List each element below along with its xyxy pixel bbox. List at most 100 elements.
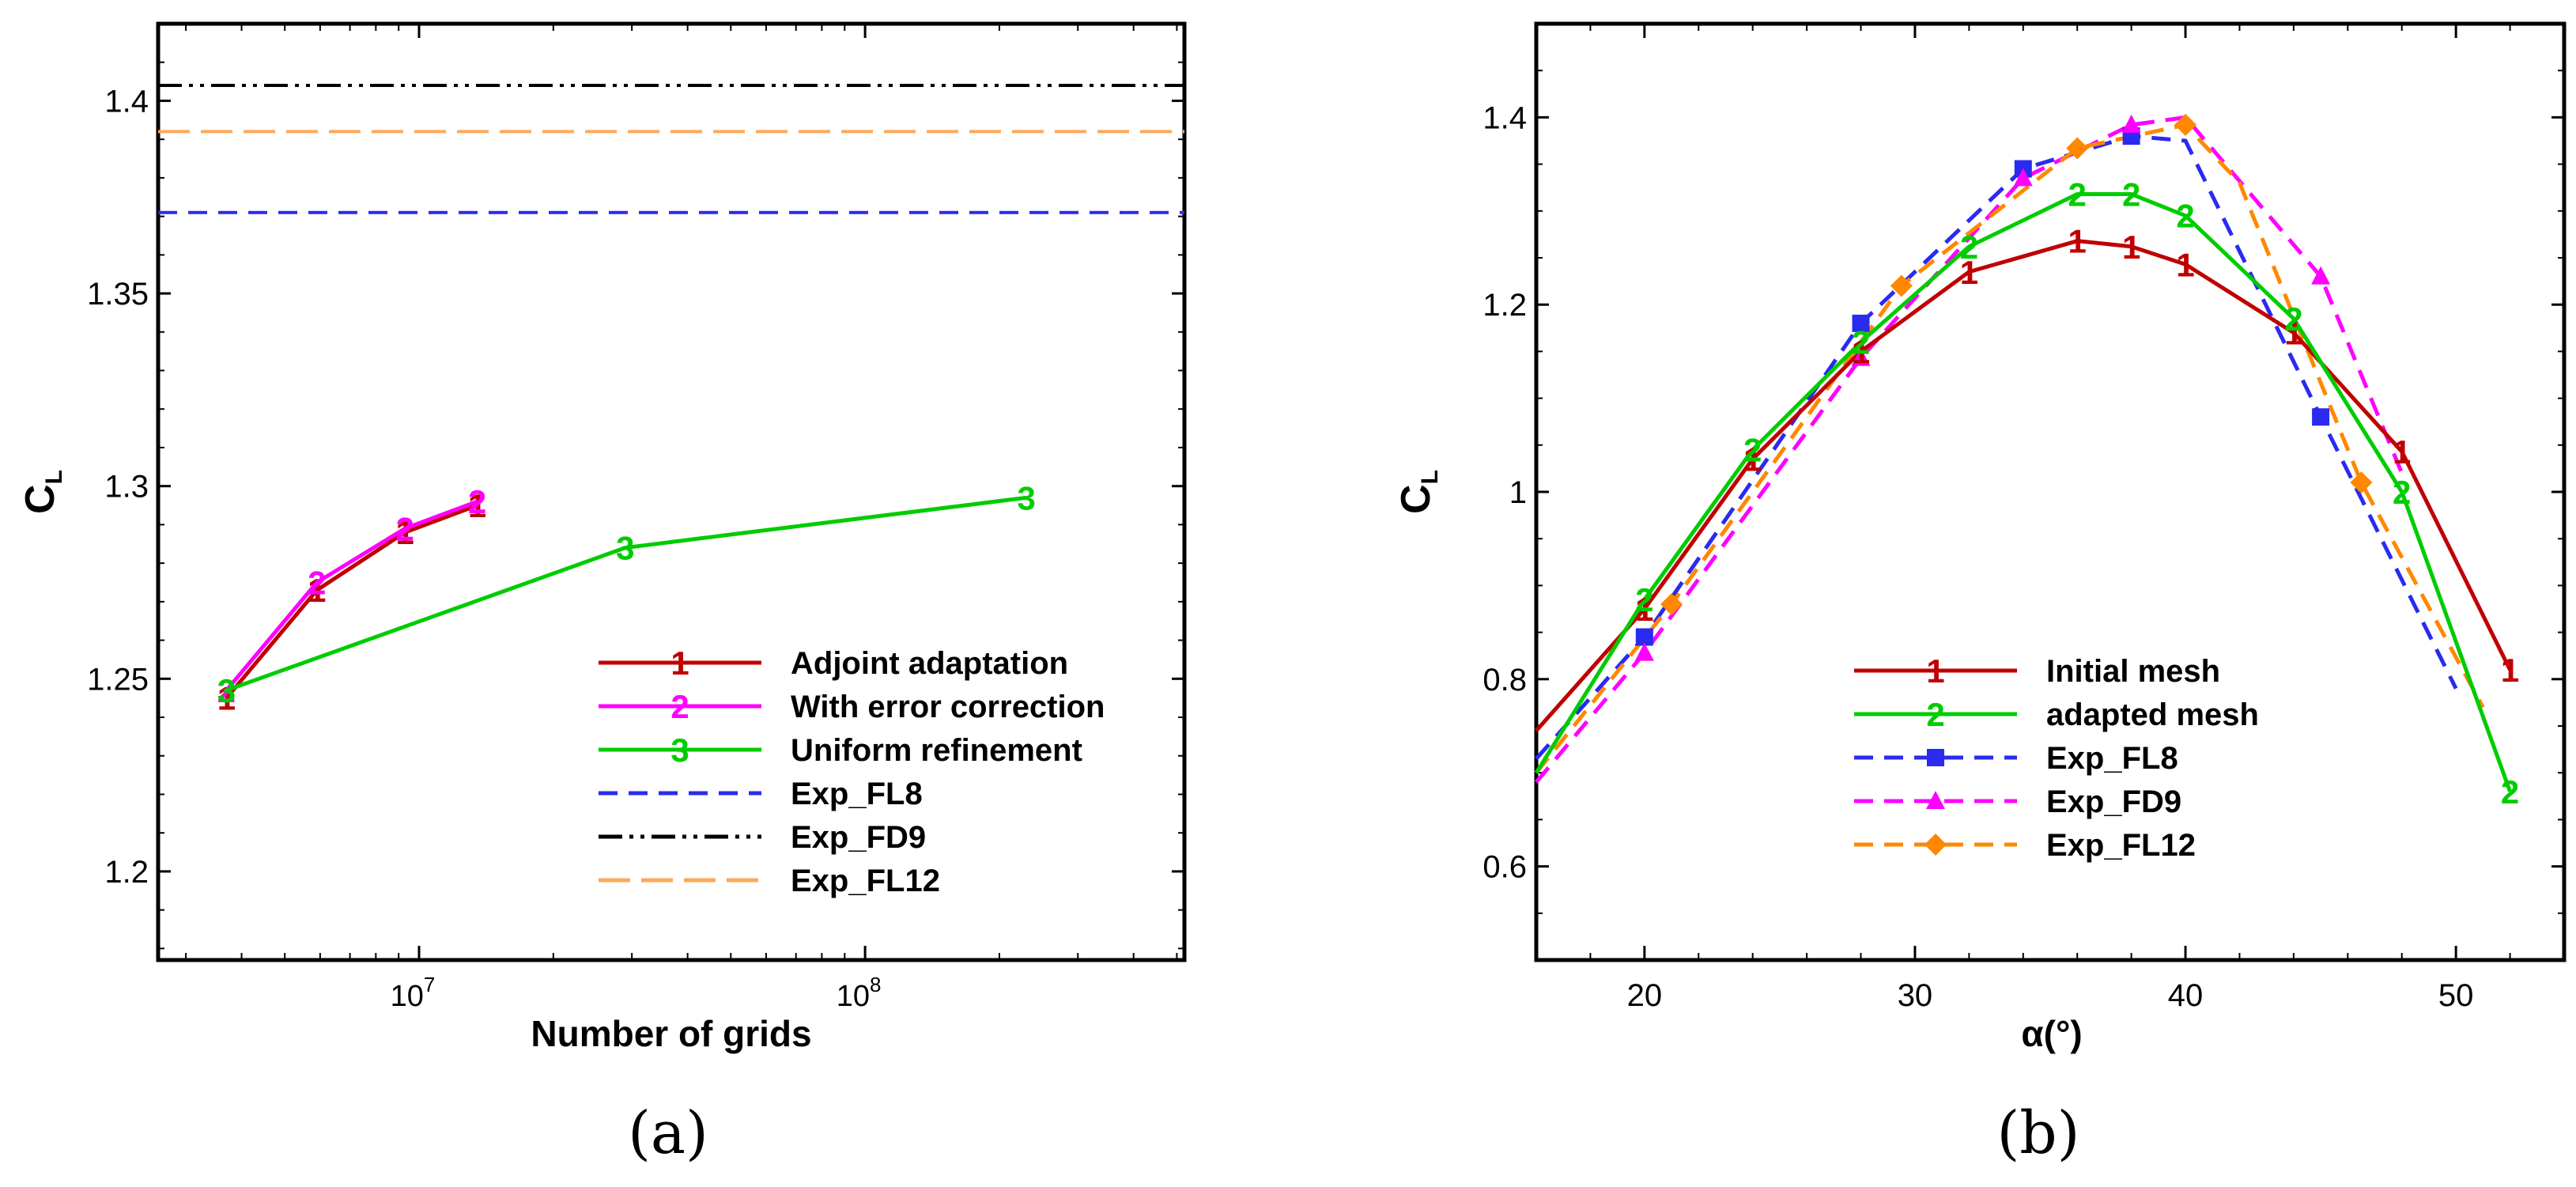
panel-b-y-tick-label: 0.8 — [1483, 663, 1527, 697]
panel-b-data-point: 1 — [2122, 229, 2140, 266]
panel-b-series-line — [1535, 134, 2458, 761]
panel-a-x-tick-label: 107 — [391, 973, 436, 1013]
panel-b-legend-label: Exp_FL8 — [2046, 741, 2178, 776]
panel-b-data-point — [1634, 642, 1654, 661]
panel-a-series-line — [225, 503, 478, 700]
panel-a-legend-marker: 2 — [670, 688, 689, 725]
panel-b-series-line — [1535, 123, 2485, 774]
panel-a-y-axis-title-sub: L — [41, 470, 67, 484]
panel-a-legend-marker: 1 — [670, 645, 689, 682]
panel-b-x-axis-title: α(°) — [2021, 1013, 2082, 1054]
panel-a-legend-marker: 3 — [670, 731, 689, 769]
panel-b-legend: 1 Initial mesh 2 adapted mesh Exp_FL8 Exp_FD9… — [1854, 652, 2259, 863]
panel-b-data-point — [2312, 408, 2330, 426]
panel-a-y-tick-label: 1.25 — [87, 662, 149, 697]
panel-b-x-tick-label: 20 — [1627, 978, 1663, 1013]
panel-a-series-line — [225, 495, 1027, 693]
panel-b-y-tick-label: 1.2 — [1483, 288, 1527, 323]
panel-a-series-line — [225, 499, 478, 692]
panel-b-x-tick-label: 40 — [2168, 978, 2204, 1013]
panel-b-y-axis-title-sub: L — [1417, 470, 1443, 484]
panel-b-legend-marker: 2 — [1926, 696, 1944, 733]
panel-b-data-point — [2066, 137, 2089, 160]
panel-b-data-point: 2 — [1635, 581, 1653, 618]
panel-a-data-point: 1 — [468, 487, 486, 524]
panel-b-data-point: 1 — [2068, 223, 2087, 260]
panel-a-x-axis-title: Number of grids — [531, 1013, 811, 1054]
panel-a-x-tick-exponent: 7 — [424, 973, 435, 996]
panel-b-data-point: 2 — [1852, 324, 1870, 361]
panel-a-legend-label: Exp_FL8 — [791, 777, 923, 811]
panel-a-data-point: 3 — [1017, 479, 1035, 516]
panel-a-legend-label: Adjoint adaptation — [791, 646, 1068, 681]
panel-b-data-point — [2121, 114, 2141, 133]
panel-b-data-point: 1 — [1635, 591, 1653, 628]
panel-a-y-tick-label: 1.2 — [104, 855, 149, 890]
panel-b-data-point: 1 — [2393, 433, 2411, 471]
panel-b-y-axis-title: CL — [1393, 470, 1443, 514]
panel-a-y-tick-label: 1.35 — [87, 277, 149, 312]
panel-b-data-point — [2174, 113, 2197, 136]
panel-b-data-point: 1 — [1960, 254, 1978, 291]
panel-a-data-point: 2 — [217, 672, 236, 709]
panel-b-data-point — [1635, 628, 1653, 646]
panel-b-data-point: 2 — [2068, 176, 2087, 213]
panel-a-y-axis-title: CL — [17, 470, 67, 514]
panel-a-y-tick-label: 1.4 — [104, 84, 149, 119]
panel-b-data-point — [1660, 593, 1683, 616]
panel-b-data-point: 1 — [2176, 246, 2194, 283]
panel-b-legend-label: Initial mesh — [2046, 654, 2220, 689]
panel-b-label: (b) — [1996, 1099, 2079, 1167]
panel-a-data-point: 3 — [616, 530, 634, 567]
panel-b-data-point: 2 — [1960, 229, 1978, 266]
panel-a-data-point: 2 — [396, 510, 414, 547]
panel-b-data-point — [2013, 168, 2033, 187]
panel-b-data-point — [2311, 266, 2331, 285]
panel-b-y-axis-title-main: C — [1393, 484, 1439, 514]
panel-b-legend-label: Exp_FD9 — [2046, 784, 2181, 819]
panel-a-legend-label: Uniform refinement — [791, 733, 1082, 768]
panel-b-series-line — [1535, 115, 2404, 784]
panel-b-data-point — [1890, 274, 1913, 297]
panel-a-x-tick-base: 10 — [837, 980, 870, 1013]
panel-a-x-tick-label: 108 — [837, 973, 882, 1013]
panel-a-legend: 1 Adjoint adaptation 2 With error correctio… — [599, 645, 1105, 898]
panel-b-series-line — [1535, 239, 2512, 732]
panel-b-legend-marker — [1927, 749, 1944, 766]
panel-b-legend-marker — [1926, 791, 1945, 809]
panel-a-y-tick-label: 1.3 — [104, 470, 149, 505]
panel-b-data-point: 2 — [2393, 474, 2411, 511]
panel-b-data-point — [2350, 471, 2373, 494]
panel-b-data-point — [1852, 314, 1870, 332]
panel-b-legend-label: adapted mesh — [2046, 697, 2259, 732]
panel-a-data-point: 2 — [308, 565, 326, 602]
panel-b-legend-label: Exp_FL12 — [2046, 828, 2196, 863]
panel-b-series-line — [1534, 191, 2512, 792]
panel-a-legend-label: With error correction — [791, 690, 1105, 724]
panel-b-data-point: 2 — [2176, 198, 2194, 235]
panel-a-data-point: 3 — [217, 672, 236, 709]
panel-b-data-point: 1 — [2284, 315, 2302, 352]
panel-b-data-point: 1 — [2501, 652, 2519, 689]
panel-b-data-point — [1851, 347, 1871, 366]
panel-b-y-tick-label: 1.4 — [1483, 100, 1527, 135]
panel-b-y-tick-label: 1 — [1509, 475, 1527, 510]
panel-a-legend-label: Exp_FL12 — [791, 864, 940, 898]
panel-a-label: (a) — [628, 1099, 708, 1167]
panel-b-data-point: 2 — [2284, 301, 2302, 338]
panel-b-x-tick-label: 30 — [1898, 978, 1933, 1013]
panel-a-data-point: 2 — [468, 483, 486, 520]
panel-b-data-point: 1 — [1852, 333, 1870, 370]
panel-b-legend-marker: 1 — [1926, 652, 1944, 690]
panel-b-x-tick-label: 50 — [2438, 978, 2474, 1013]
panel-a-data-point: 1 — [396, 514, 414, 551]
panel-b-data-point: 2 — [2501, 773, 2519, 811]
panel-a-plot-frame — [156, 21, 1187, 962]
panel-b-y-tick-label: 0.6 — [1483, 850, 1527, 885]
panel-b-data-point: 2 — [2122, 176, 2140, 213]
